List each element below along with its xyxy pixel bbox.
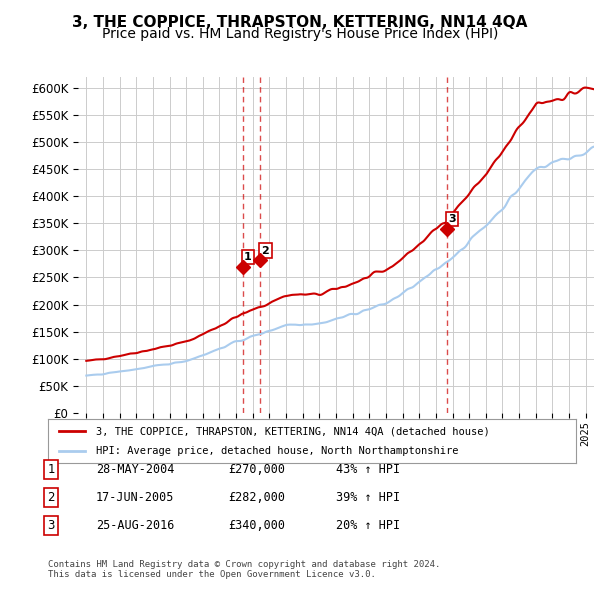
- Text: 1: 1: [244, 252, 252, 262]
- Text: 43% ↑ HPI: 43% ↑ HPI: [336, 463, 400, 476]
- Text: 3, THE COPPICE, THRAPSTON, KETTERING, NN14 4QA: 3, THE COPPICE, THRAPSTON, KETTERING, NN…: [73, 15, 527, 30]
- Text: 17-JUN-2005: 17-JUN-2005: [96, 491, 175, 504]
- Text: 3: 3: [448, 214, 455, 224]
- Text: 3: 3: [47, 519, 55, 532]
- Text: 20% ↑ HPI: 20% ↑ HPI: [336, 519, 400, 532]
- Text: 25-AUG-2016: 25-AUG-2016: [96, 519, 175, 532]
- Text: 39% ↑ HPI: 39% ↑ HPI: [336, 491, 400, 504]
- Text: Price paid vs. HM Land Registry's House Price Index (HPI): Price paid vs. HM Land Registry's House …: [102, 27, 498, 41]
- Text: 2: 2: [262, 245, 269, 255]
- Text: 1: 1: [47, 463, 55, 476]
- Text: £340,000: £340,000: [228, 519, 285, 532]
- Text: £270,000: £270,000: [228, 463, 285, 476]
- Text: £282,000: £282,000: [228, 491, 285, 504]
- Text: Contains HM Land Registry data © Crown copyright and database right 2024.
This d: Contains HM Land Registry data © Crown c…: [48, 560, 440, 579]
- Text: 2: 2: [47, 491, 55, 504]
- Text: 3, THE COPPICE, THRAPSTON, KETTERING, NN14 4QA (detached house): 3, THE COPPICE, THRAPSTON, KETTERING, NN…: [95, 427, 489, 436]
- Text: HPI: Average price, detached house, North Northamptonshire: HPI: Average price, detached house, Nort…: [95, 446, 458, 455]
- Text: 28-MAY-2004: 28-MAY-2004: [96, 463, 175, 476]
